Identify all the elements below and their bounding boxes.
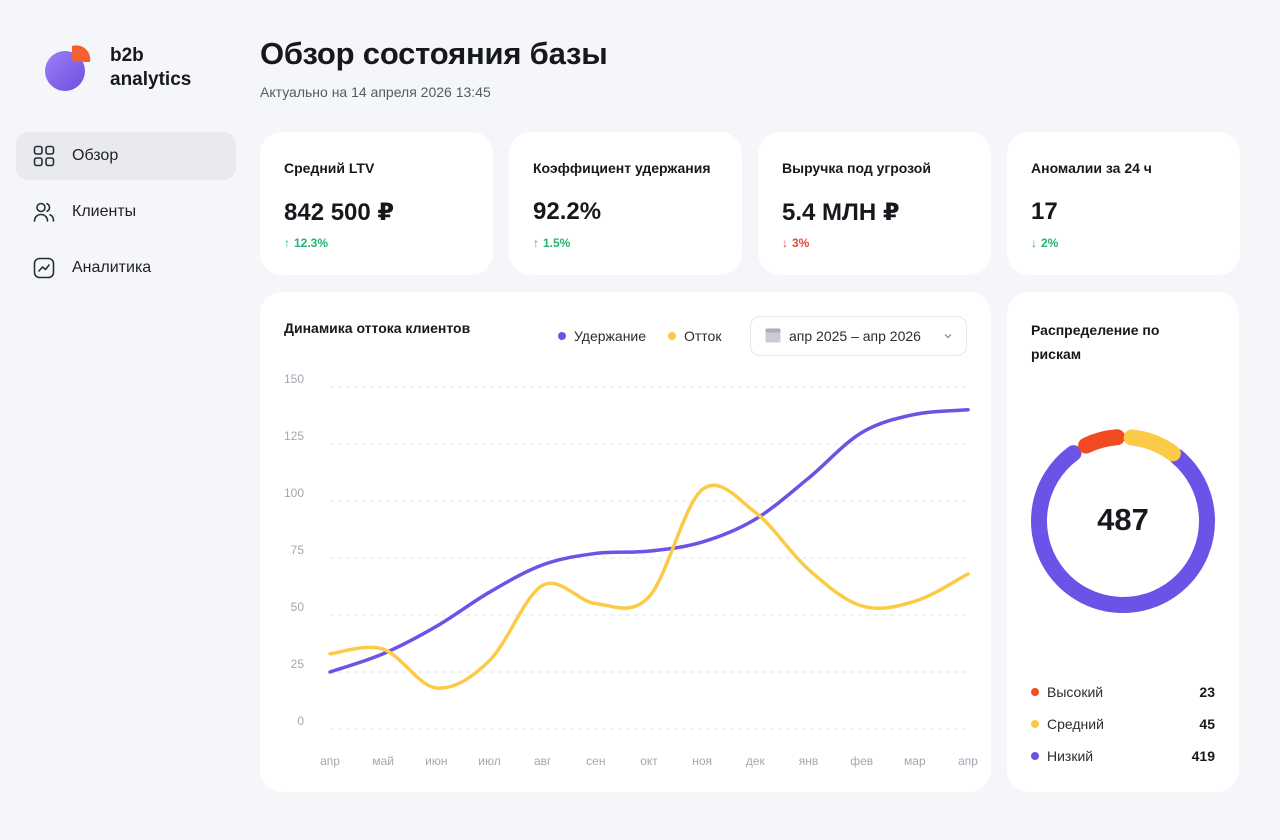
x-tick-label: фев — [850, 754, 873, 768]
kpi-delta: ↓ 3% — [782, 236, 809, 250]
kpi-delta-value: 1.5% — [543, 236, 571, 250]
arrow-down-icon: ↓ — [1031, 236, 1037, 250]
kpi-label: Средний LTV — [284, 160, 375, 176]
legend-label: Удержание — [574, 328, 647, 344]
x-tick-label: ноя — [692, 754, 712, 768]
kpi-delta: ↓ 2% — [1031, 236, 1058, 250]
sidebar-item-clients[interactable]: Клиенты — [16, 188, 236, 236]
kpi-delta: ↑ 1.5% — [533, 236, 570, 250]
sidebar-item-label: Аналитика — [72, 259, 152, 276]
chart-title: Динамика оттока клиентов — [284, 320, 471, 336]
kpi-card-ltv: Средний LTV 842 500 ₽ ↑ 12.3% — [260, 132, 493, 275]
donut-segment-high[interactable] — [1078, 429, 1126, 454]
churn-chart-card: Динамика оттока клиентов Удержание Отток… — [260, 292, 991, 792]
x-tick-label: апр — [958, 754, 978, 768]
risk-total-count: 487 — [1097, 502, 1149, 537]
legend-dot — [1031, 688, 1039, 696]
risk-legend-medium: Средний 45 — [1031, 716, 1215, 732]
arrow-up-icon: ↑ — [533, 236, 539, 250]
series-line-retention[interactable] — [328, 408, 970, 674]
calendar-icon — [765, 327, 781, 346]
x-tick-label: мар — [904, 754, 926, 768]
sidebar-nav: Обзор Клиенты Аналитика — [16, 132, 236, 300]
legend-dot — [1031, 752, 1039, 760]
risk-legend-label: Низкий — [1047, 748, 1094, 764]
sidebar-item-overview[interactable]: Обзор — [16, 132, 236, 180]
risk-card-title: Распределение по рискам — [1031, 322, 1160, 362]
date-range-picker[interactable]: апр 2025 – апр 2026 — [750, 316, 967, 356]
sidebar-item-analytics[interactable]: Аналитика — [16, 244, 236, 292]
risk-legend-label: Средний — [1047, 716, 1104, 732]
churn-line-chart: 0 25 50 75 100 125 150 апр май июн июл авг сен окт ноя… — [284, 372, 978, 768]
chart-icon — [32, 256, 56, 280]
kpi-delta-value: 12.3% — [294, 236, 329, 250]
kpi-value: 92.2% — [533, 198, 602, 225]
y-tick-label: 75 — [291, 543, 305, 557]
x-tick-label: июл — [478, 754, 500, 768]
kpi-value: 842 500 ₽ — [284, 199, 395, 226]
brand-name-line1: b2b — [110, 45, 144, 66]
legend-dot — [668, 332, 676, 340]
y-tick-label: 150 — [284, 372, 304, 386]
sidebar-item-label: Обзор — [72, 147, 119, 164]
logo-icon — [44, 44, 92, 92]
x-tick-label: окт — [640, 754, 658, 768]
risk-legend-high: Высокий 23 — [1031, 684, 1215, 700]
last-updated-text: Актуально на 14 апреля 2026 13:45 — [260, 84, 491, 100]
risk-legend-count: 419 — [1191, 748, 1215, 764]
kpi-value: 5.4 МЛН ₽ — [782, 199, 900, 226]
risk-legend-low: Низкий 419 — [1031, 748, 1215, 764]
x-tick-label: авг — [534, 754, 552, 768]
risk-donut-chart — [1031, 429, 1215, 613]
y-tick-label: 125 — [284, 429, 304, 443]
legend-dot — [1031, 720, 1039, 728]
legend-dot — [558, 332, 566, 340]
y-tick-label: 0 — [297, 714, 304, 728]
kpi-card-revenue-at-risk: Выручка под угрозой 5.4 МЛН ₽ ↓ 3% — [758, 132, 991, 275]
kpi-delta-value: 2% — [1041, 236, 1059, 250]
kpi-delta: ↑ 12.3% — [284, 236, 328, 250]
chevron-down-icon — [942, 329, 954, 345]
x-tick-label: май — [372, 754, 394, 768]
kpi-card-anomalies: Аномалии за 24 ч 17 ↓ 2% — [1007, 132, 1240, 275]
kpi-label: Коэффициент удержания — [533, 160, 711, 176]
arrow-down-icon: ↓ — [782, 236, 788, 250]
x-tick-label: апр — [320, 754, 340, 768]
legend-item-retention[interactable]: Удержание — [558, 328, 646, 344]
legend-label: Отток — [684, 328, 722, 344]
brand-logo[interactable]: b2b analytics — [44, 44, 191, 92]
risk-legend-count: 45 — [1199, 716, 1215, 732]
x-tick-label: июн — [425, 754, 447, 768]
arrow-up-icon: ↑ — [284, 236, 290, 250]
users-icon — [32, 200, 56, 224]
kpi-card-retention: Коэффициент удержания 92.2% ↑ 1.5% — [509, 132, 742, 275]
kpi-value: 17 — [1031, 198, 1058, 225]
y-tick-label: 100 — [284, 486, 304, 500]
brand-name-line2: analytics — [110, 69, 192, 90]
kpi-label: Аномалии за 24 ч — [1031, 160, 1152, 176]
kpi-delta-value: 3% — [792, 236, 810, 250]
kpi-label: Выручка под угрозой — [782, 160, 931, 176]
y-tick-label: 25 — [291, 657, 305, 671]
page-title: Обзор состояния базы — [260, 36, 608, 71]
risk-legend-label: Высокий — [1047, 684, 1104, 700]
date-range-value: апр 2025 – апр 2026 — [789, 328, 921, 344]
x-tick-label: янв — [799, 754, 819, 768]
donut-segment-low[interactable] — [1031, 445, 1215, 613]
series-line-churn[interactable] — [328, 483, 970, 690]
risk-distribution-card: Распределение по рискам 487 Высокий 23 С… — [1007, 292, 1239, 792]
legend-item-churn[interactable]: Отток — [668, 328, 721, 344]
grid-icon — [32, 144, 56, 168]
y-tick-label: 50 — [291, 600, 305, 614]
x-tick-label: сен — [586, 754, 605, 768]
x-tick-label: дек — [746, 754, 766, 768]
sidebar-item-label: Клиенты — [72, 203, 137, 220]
donut-segment-medium[interactable] — [1123, 429, 1181, 462]
risk-legend-count: 23 — [1199, 684, 1215, 700]
